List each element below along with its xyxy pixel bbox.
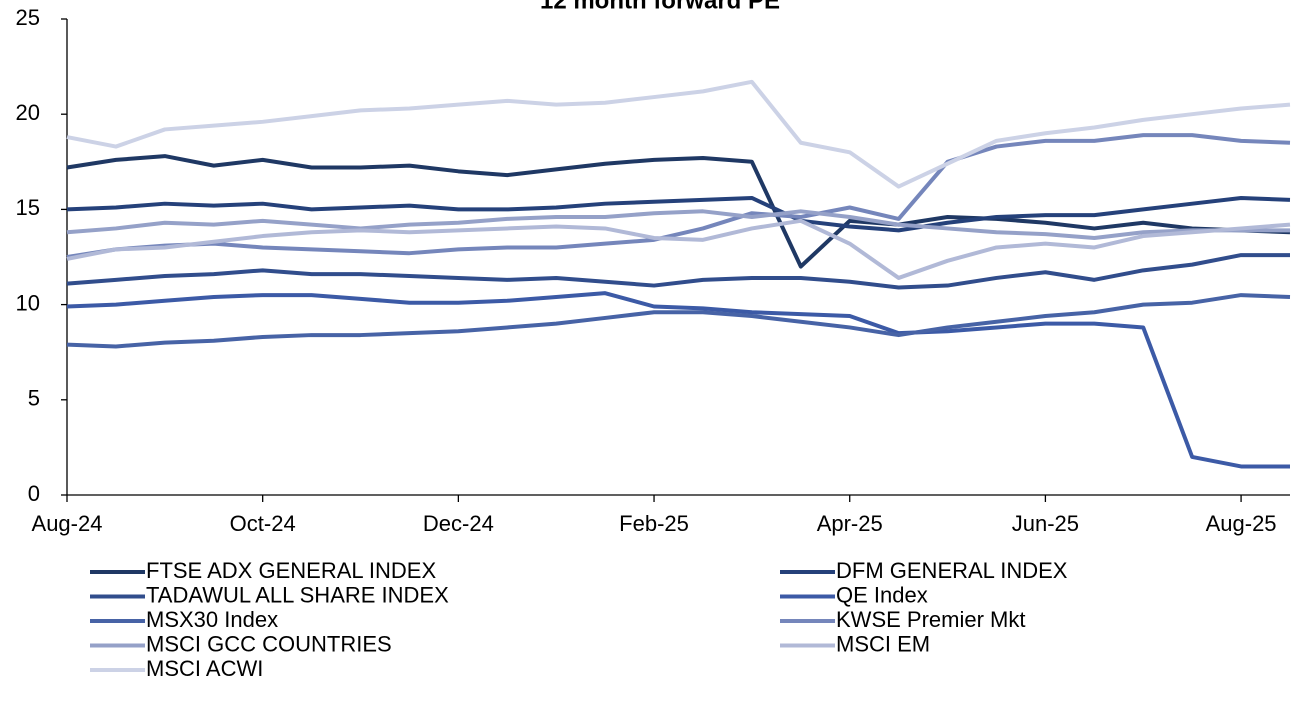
y-tick-label: 15 [16, 195, 40, 220]
y-tick-label: 5 [28, 386, 40, 411]
legend-label: MSCI GCC COUNTRIES [146, 631, 392, 656]
series-line [66, 154, 1291, 269]
legend-label: QE Index [836, 582, 928, 607]
legend-label: MSCI ACWI [146, 656, 263, 681]
x-tick-label: Aug-24 [32, 511, 103, 536]
series-line [66, 293, 1291, 349]
legend-label: MSX30 Index [146, 607, 278, 632]
chart-title: 12 month forward PE [540, 0, 780, 14]
x-tick-label: Dec-24 [423, 511, 494, 536]
x-tick-label: Feb-25 [619, 511, 689, 536]
series-line [66, 133, 1291, 259]
series-line [66, 209, 1290, 240]
y-tick-label: 20 [16, 100, 40, 125]
x-tick-label: Jun-25 [1012, 511, 1079, 536]
legend-label: DFM GENERAL INDEX [836, 558, 1068, 583]
x-tick-label: Apr-25 [817, 511, 883, 536]
series-line [66, 195, 1291, 233]
series-line [66, 291, 1290, 469]
series-line [66, 218, 1291, 280]
y-tick-label: 0 [28, 481, 40, 506]
legend-label: TADAWUL ALL SHARE INDEX [146, 582, 449, 607]
legend-label: KWSE Premier Mkt [836, 607, 1025, 632]
series-line [66, 253, 1290, 290]
series-line [66, 79, 1291, 189]
legend-label: MSCI EM [836, 631, 930, 656]
x-tick-label: Oct-24 [230, 511, 296, 536]
x-tick-label: Aug-25 [1206, 511, 1277, 536]
y-tick-label: 25 [16, 5, 40, 30]
legend-label: FTSE ADX GENERAL INDEX [146, 558, 436, 583]
y-tick-label: 10 [16, 290, 40, 315]
